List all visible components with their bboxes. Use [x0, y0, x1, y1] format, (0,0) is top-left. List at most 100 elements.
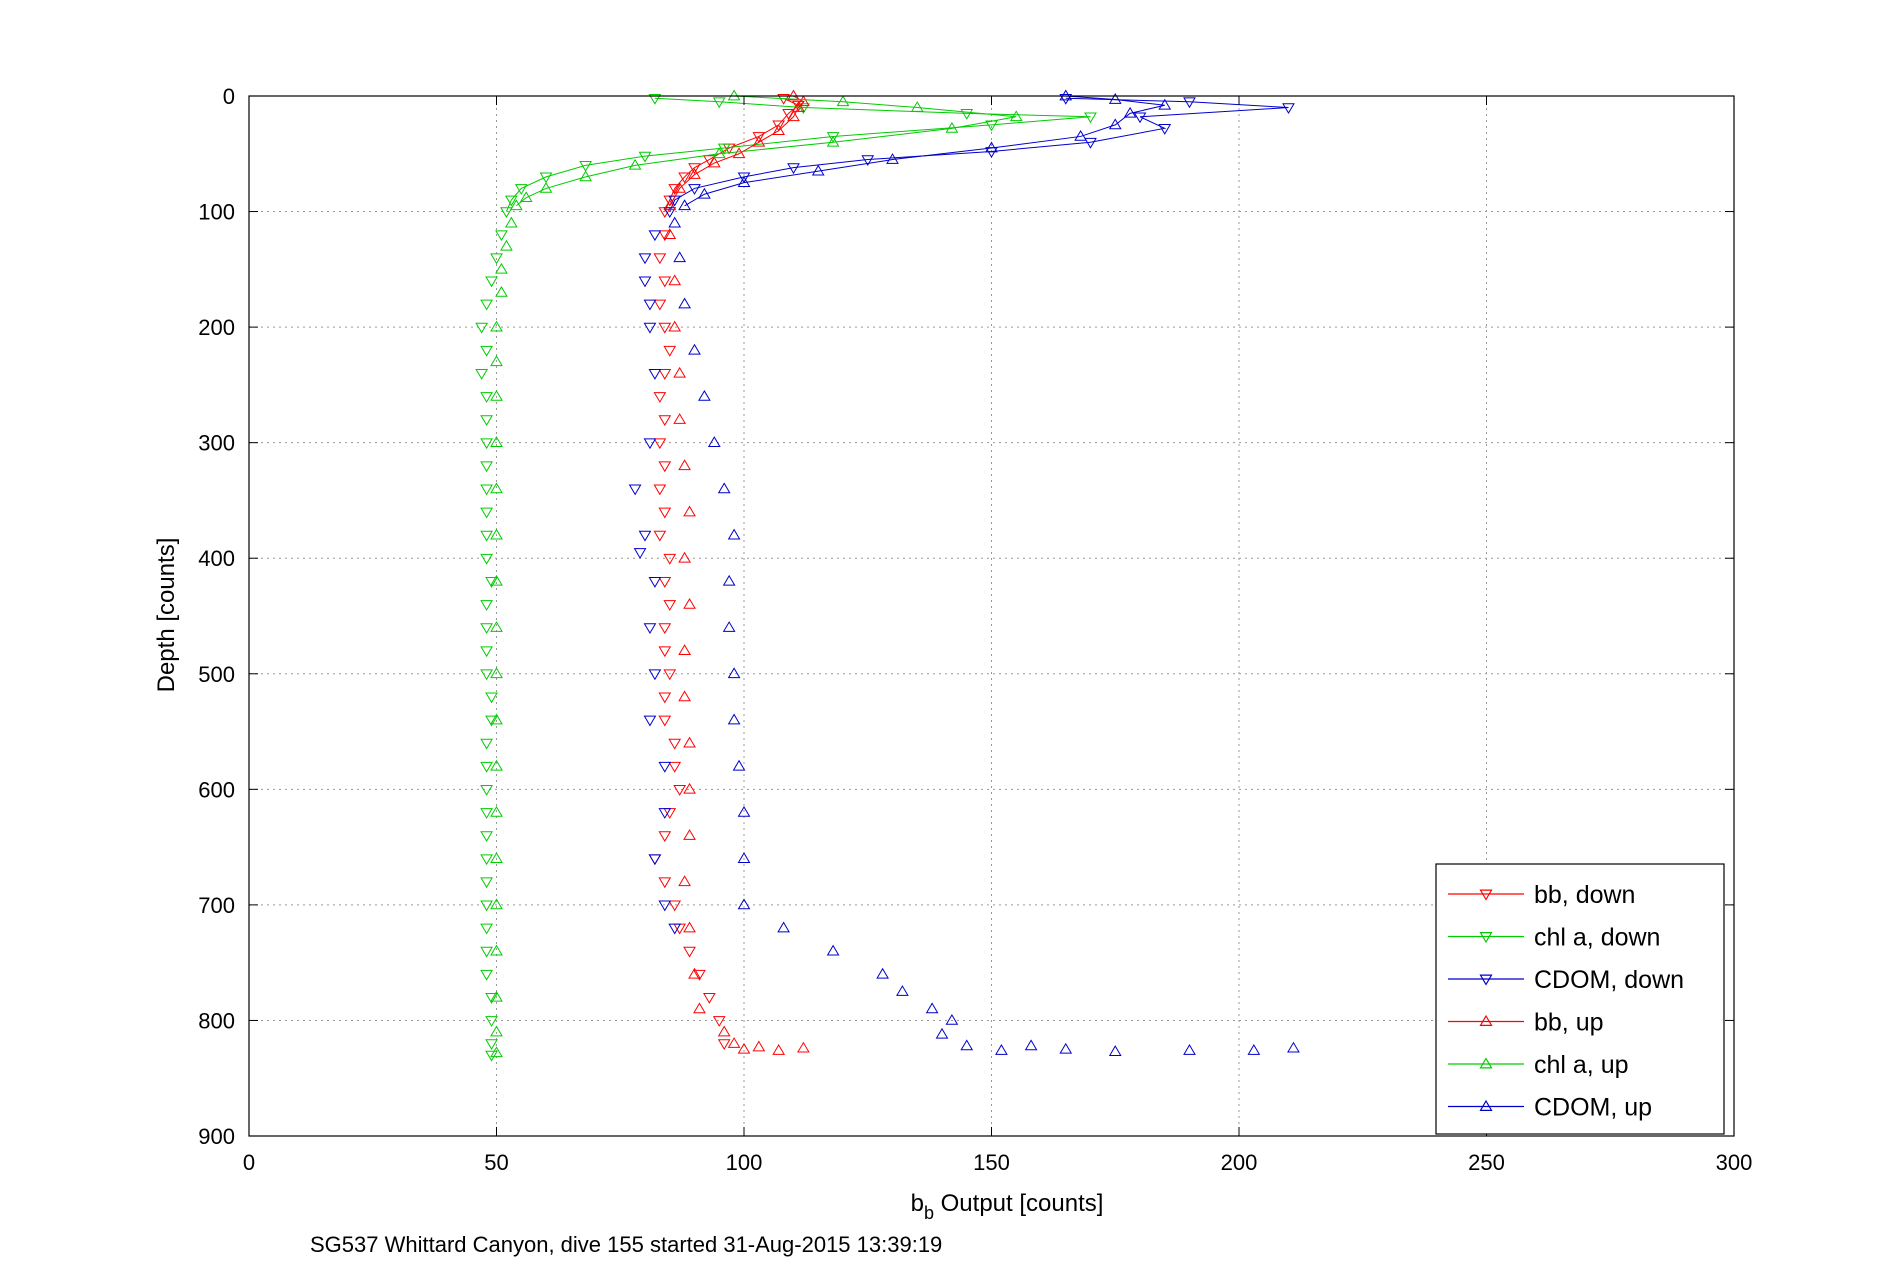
data-point	[678, 172, 691, 184]
data-point	[480, 831, 493, 843]
data-point	[643, 715, 657, 727]
data-point	[861, 155, 875, 167]
data-point	[678, 199, 691, 211]
data-point	[504, 216, 518, 228]
series-2	[628, 93, 1295, 935]
data-point	[935, 1027, 949, 1039]
data-point	[663, 553, 677, 565]
data-point	[490, 436, 503, 448]
data-point	[712, 97, 726, 109]
data-point	[658, 761, 672, 773]
data-point	[475, 322, 489, 334]
data-point	[668, 216, 682, 228]
data-point	[480, 646, 493, 658]
data-point	[648, 368, 662, 380]
data-point	[727, 89, 741, 101]
data-point	[688, 163, 701, 175]
data-point	[653, 392, 667, 403]
legend-label: chl a, up	[1534, 1051, 1629, 1079]
data-point	[490, 898, 503, 910]
y-tick-label: 700	[198, 893, 235, 918]
data-point	[490, 482, 503, 494]
data-point	[1108, 92, 1122, 104]
series-3	[663, 89, 810, 1055]
data-point	[658, 276, 672, 288]
legend-label: bb, up	[1534, 1009, 1604, 1037]
data-point	[688, 967, 701, 979]
data-point	[519, 191, 533, 203]
data-point	[504, 195, 518, 207]
data-point	[702, 992, 716, 1004]
legend-marker	[1479, 1014, 1493, 1026]
data-point	[653, 253, 667, 265]
x-tick-label: 0	[243, 1150, 255, 1175]
data-point	[836, 95, 850, 107]
data-point	[485, 715, 498, 727]
data-point	[653, 530, 667, 542]
data-point	[658, 900, 672, 912]
data-point	[480, 808, 493, 819]
data-point	[628, 158, 642, 170]
data-point	[653, 484, 667, 496]
legend-marker	[1479, 974, 1493, 986]
data-point	[673, 413, 687, 424]
data-point	[633, 548, 647, 559]
data-point	[658, 808, 672, 819]
data-point	[638, 530, 652, 542]
data-point	[480, 738, 493, 750]
data-point	[712, 1016, 726, 1027]
y-tick-label: 400	[198, 546, 235, 571]
data-point	[490, 574, 503, 586]
legend-label: CDOM, up	[1534, 1094, 1652, 1122]
data-point	[658, 461, 672, 473]
data-point	[737, 852, 751, 864]
data-point	[638, 151, 652, 163]
legend-marker	[1479, 932, 1493, 944]
data-point	[722, 621, 736, 632]
data-point	[1024, 1039, 1038, 1051]
data-point	[485, 1039, 498, 1051]
data-point	[737, 805, 751, 817]
data-point	[688, 343, 701, 355]
data-point	[1247, 1044, 1261, 1055]
data-point	[658, 230, 672, 242]
data-point	[648, 230, 662, 242]
data-point	[658, 831, 672, 843]
data-point	[648, 854, 662, 866]
data-point	[485, 992, 498, 1004]
data-point	[658, 368, 672, 380]
series-5	[668, 89, 1300, 1056]
series-4	[490, 89, 1023, 1058]
data-point	[480, 623, 493, 635]
x-axis-label-rest: Output [counts]	[934, 1190, 1103, 1217]
data-point	[628, 484, 642, 496]
data-point	[1282, 103, 1295, 115]
data-point	[1183, 1044, 1196, 1055]
y-tick-label: 500	[198, 662, 235, 687]
data-point	[579, 170, 592, 182]
data-point	[480, 923, 493, 935]
data-point	[797, 1041, 810, 1053]
data-point	[539, 181, 553, 193]
data-point	[727, 1037, 741, 1048]
data-point	[663, 207, 677, 219]
x-axis-label-main: b	[911, 1190, 924, 1217]
data-point	[712, 147, 726, 159]
data-point	[658, 322, 672, 334]
data-point	[683, 921, 696, 933]
data-point	[509, 199, 523, 211]
data-point	[752, 1040, 766, 1052]
data-point	[886, 153, 899, 164]
data-point	[910, 101, 924, 112]
data-point	[490, 805, 503, 817]
data-point	[643, 322, 657, 334]
data-point	[490, 759, 503, 771]
data-point	[727, 713, 741, 725]
data-point	[480, 553, 493, 565]
data-point	[732, 147, 746, 159]
data-point	[1158, 124, 1172, 135]
data-point	[648, 854, 662, 866]
data-point	[485, 276, 498, 288]
legend-label: bb, down	[1534, 881, 1635, 909]
x-tick-label: 50	[484, 1150, 508, 1175]
